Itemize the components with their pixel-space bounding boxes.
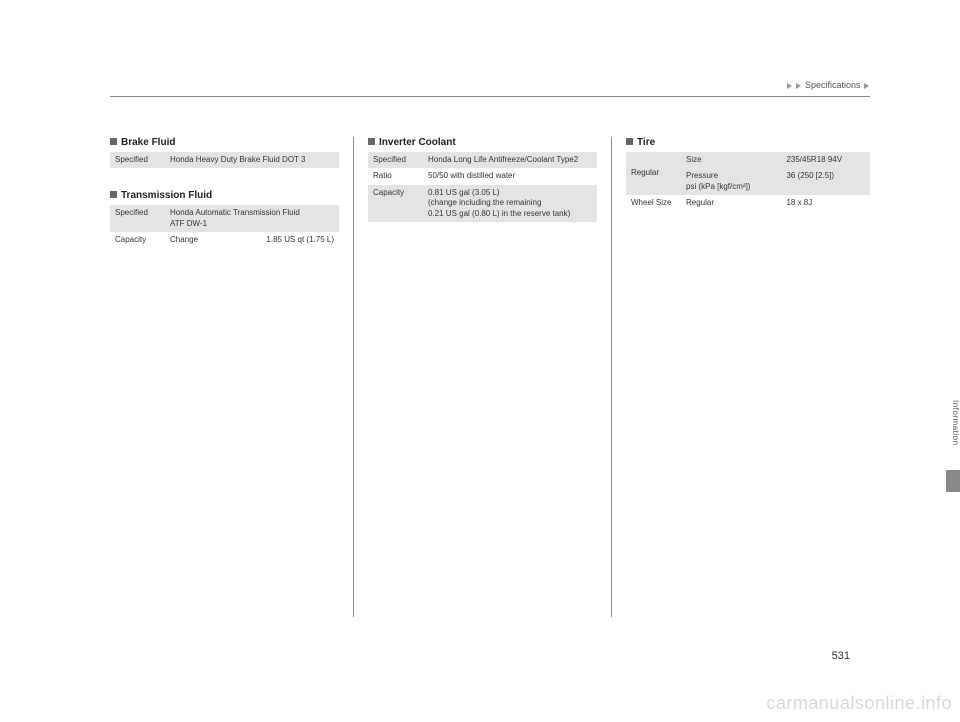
table-row: Ratio 50/50 with distilled water: [368, 168, 597, 184]
cell-label: Specified: [110, 205, 165, 232]
table-inverter-coolant: Specified Honda Long Life Antifreeze/Coo…: [368, 152, 597, 222]
square-bullet-icon: [626, 138, 633, 145]
column-1: Brake Fluid Specified Honda Heavy Duty B…: [110, 137, 354, 617]
cell-value: Honda Automatic Transmission Fluid ATF D…: [165, 205, 339, 232]
cell-value: 1.85 US qt (1.75 L): [222, 232, 339, 248]
column-3: Tire Regular Size 235/45R18 94V Pressure…: [626, 137, 870, 617]
cell-sub: Pressure psi (kPa [kgf/cm²]): [681, 168, 781, 195]
table-row: Capacity Change 1.85 US qt (1.75 L): [110, 232, 339, 248]
table-row: Specified Honda Long Life Antifreeze/Coo…: [368, 152, 597, 168]
cell-value: 50/50 with distilled water: [423, 168, 597, 184]
table-row: Capacity 0.81 US gal (3.05 L) (change in…: [368, 185, 597, 222]
page-number: 531: [832, 650, 850, 662]
column-2: Inverter Coolant Specified Honda Long Li…: [368, 137, 612, 617]
table-transmission-fluid: Specified Honda Automatic Transmission F…: [110, 205, 339, 248]
breadcrumb: Specifications: [110, 80, 870, 97]
content-columns: Brake Fluid Specified Honda Heavy Duty B…: [110, 137, 870, 617]
cell-label: Capacity: [110, 232, 165, 248]
manual-page: Specifications Brake Fluid Specified Hon…: [110, 80, 870, 617]
chevron-right-icon: [787, 83, 792, 89]
table-brake-fluid: Specified Honda Heavy Duty Brake Fluid D…: [110, 152, 339, 168]
cell-value: 18 x 8J: [781, 195, 870, 211]
chevron-right-icon: [796, 83, 801, 89]
table-tire: Regular Size 235/45R18 94V Pressure psi …: [626, 152, 870, 212]
cell-label: Capacity: [368, 185, 423, 222]
table-row: Wheel Size Regular 18 x 8J: [626, 195, 870, 211]
square-bullet-icon: [110, 191, 117, 198]
square-bullet-icon: [368, 138, 375, 145]
cell-sub: Size: [681, 152, 781, 168]
section-title-tire: Tire: [626, 137, 870, 148]
side-tab-marker: [946, 470, 960, 492]
cell-sub: Change: [165, 232, 222, 248]
chevron-right-icon: [864, 83, 869, 89]
cell-value: 0.81 US gal (3.05 L) (change including t…: [423, 185, 597, 222]
cell-value: 36 (250 [2.5]): [781, 168, 870, 195]
table-row: Specified Honda Automatic Transmission F…: [110, 205, 339, 232]
table-row: Regular Size 235/45R18 94V: [626, 152, 870, 168]
section-title-transmission-fluid: Transmission Fluid: [110, 190, 339, 201]
cell-label: Wheel Size: [626, 195, 681, 211]
cell-sub: Regular: [681, 195, 781, 211]
section-title-inverter-coolant: Inverter Coolant: [368, 137, 597, 148]
cell-value: Honda Long Life Antifreeze/Coolant Type2: [423, 152, 597, 168]
watermark: carmanualsonline.info: [766, 693, 952, 714]
square-bullet-icon: [110, 138, 117, 145]
cell-value: 235/45R18 94V: [781, 152, 870, 168]
cell-label: Ratio: [368, 168, 423, 184]
side-tab-label: Information: [951, 400, 960, 446]
table-row: Specified Honda Heavy Duty Brake Fluid D…: [110, 152, 339, 168]
section-title-brake-fluid: Brake Fluid: [110, 137, 339, 148]
cell-label: Specified: [368, 152, 423, 168]
cell-label: Regular: [626, 152, 681, 195]
cell-label: Specified: [110, 152, 165, 168]
cell-value: Honda Heavy Duty Brake Fluid DOT 3: [165, 152, 339, 168]
breadcrumb-label: Specifications: [805, 80, 861, 90]
